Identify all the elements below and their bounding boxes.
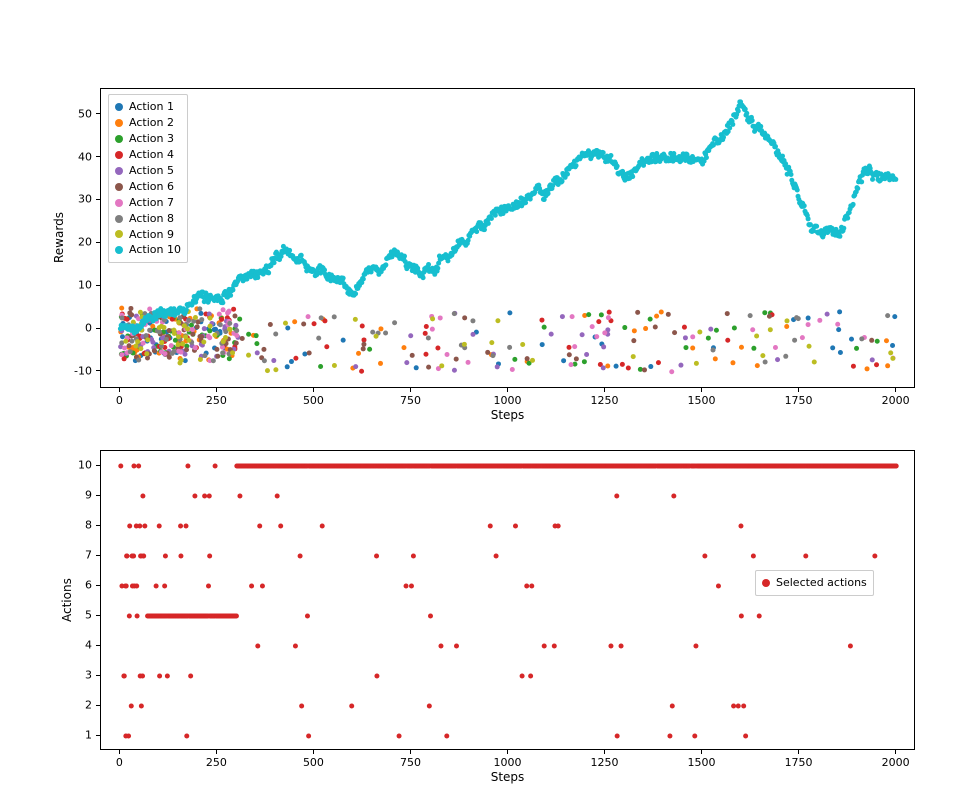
tick-label: 1500 bbox=[688, 394, 716, 407]
tick-label: 1000 bbox=[494, 756, 522, 769]
tick-label: -10 bbox=[74, 364, 92, 377]
legend-swatch-icon bbox=[115, 119, 123, 127]
tick-label: 750 bbox=[400, 756, 421, 769]
legend-item: Action 3 bbox=[115, 131, 181, 147]
legend-item: Action 2 bbox=[115, 115, 181, 131]
rewards-y-axis-label: Rewards bbox=[52, 212, 66, 263]
tick-label: 1750 bbox=[785, 394, 813, 407]
tick-label: 250 bbox=[206, 756, 227, 769]
legend-label: Action 3 bbox=[129, 131, 174, 147]
legend-label: Action 2 bbox=[129, 115, 174, 131]
legend-item: Action 9 bbox=[115, 227, 181, 243]
legend-swatch-icon bbox=[115, 199, 123, 207]
tick-label: 10 bbox=[78, 279, 92, 292]
legend-item: Action 1 bbox=[115, 99, 181, 115]
legend-item: Action 7 bbox=[115, 195, 181, 211]
legend-label: Action 8 bbox=[129, 211, 174, 227]
rewards-scatter-svg bbox=[101, 89, 916, 389]
tick-label: 6 bbox=[85, 579, 92, 592]
legend-label: Selected actions bbox=[776, 575, 867, 591]
tick-label: 10 bbox=[78, 459, 92, 472]
tick-label: 1500 bbox=[688, 756, 716, 769]
tick-label: 750 bbox=[400, 394, 421, 407]
legend-label: Action 4 bbox=[129, 147, 174, 163]
actions-scatter-svg bbox=[101, 451, 916, 751]
tick-label: 40 bbox=[78, 150, 92, 163]
legend-swatch-icon bbox=[115, 246, 123, 254]
tick-label: 8 bbox=[85, 519, 92, 532]
legend-label: Action 6 bbox=[129, 179, 174, 195]
tick-label: 4 bbox=[85, 639, 92, 652]
legend-item: Action 8 bbox=[115, 211, 181, 227]
rewards-x-axis-label: Steps bbox=[491, 408, 525, 422]
legend-item: Action 10 bbox=[115, 242, 181, 258]
tick-label: 1250 bbox=[591, 394, 619, 407]
tick-label: 9 bbox=[85, 489, 92, 502]
tick-label: 1 bbox=[85, 729, 92, 742]
legend-label: Action 9 bbox=[129, 227, 174, 243]
legend-label: Action 10 bbox=[129, 242, 181, 258]
actions-x-axis-label: Steps bbox=[491, 770, 525, 784]
legend-item: Action 5 bbox=[115, 163, 181, 179]
tick-label: 1750 bbox=[785, 756, 813, 769]
tick-label: 500 bbox=[303, 394, 324, 407]
actions-legend: Selected actions bbox=[755, 570, 874, 596]
legend-swatch-icon bbox=[115, 135, 123, 143]
legend-item: Selected actions bbox=[762, 575, 867, 591]
tick-label: 500 bbox=[303, 756, 324, 769]
legend-swatch-icon bbox=[762, 579, 770, 587]
tick-label: 0 bbox=[85, 322, 92, 335]
tick-label: 7 bbox=[85, 549, 92, 562]
tick-label: 1000 bbox=[494, 394, 522, 407]
rewards-legend: Action 1Action 2Action 3Action 4Action 5… bbox=[108, 94, 188, 263]
legend-swatch-icon bbox=[115, 215, 123, 223]
legend-swatch-icon bbox=[115, 151, 123, 159]
tick-label: 3 bbox=[85, 669, 92, 682]
tick-label: 20 bbox=[78, 236, 92, 249]
legend-item: Action 6 bbox=[115, 179, 181, 195]
tick-label: 1250 bbox=[591, 756, 619, 769]
legend-label: Action 1 bbox=[129, 99, 174, 115]
legend-label: Action 5 bbox=[129, 163, 174, 179]
legend-label: Action 7 bbox=[129, 195, 174, 211]
legend-swatch-icon bbox=[115, 167, 123, 175]
tick-label: 5 bbox=[85, 609, 92, 622]
tick-label: 30 bbox=[78, 193, 92, 206]
actions-scatter-chart bbox=[100, 450, 915, 750]
legend-swatch-icon bbox=[115, 230, 123, 238]
legend-swatch-icon bbox=[115, 183, 123, 191]
actions-y-axis-label: Actions bbox=[60, 578, 74, 622]
tick-label: 0 bbox=[116, 394, 123, 407]
legend-item: Action 4 bbox=[115, 147, 181, 163]
tick-label: 250 bbox=[206, 394, 227, 407]
tick-label: 2000 bbox=[882, 394, 910, 407]
rewards-scatter-chart bbox=[100, 88, 915, 388]
tick-label: 2000 bbox=[882, 756, 910, 769]
legend-swatch-icon bbox=[115, 103, 123, 111]
tick-label: 2 bbox=[85, 699, 92, 712]
tick-label: 0 bbox=[116, 756, 123, 769]
tick-label: 50 bbox=[78, 107, 92, 120]
